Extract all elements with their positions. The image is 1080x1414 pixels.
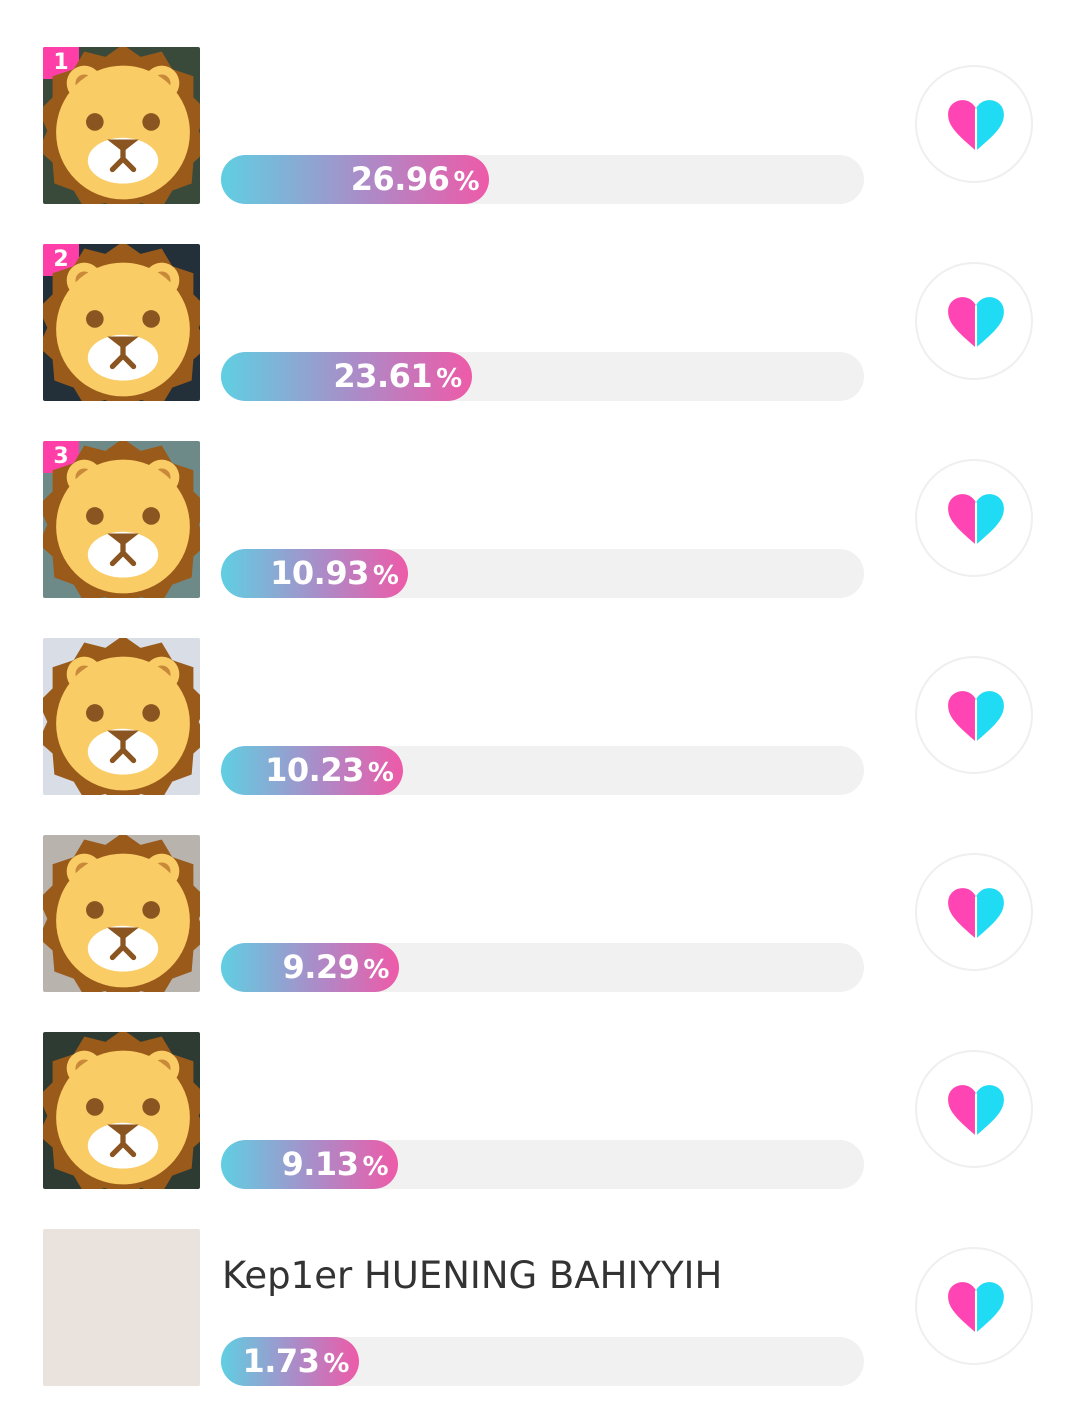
percent-symbol: % <box>436 364 462 394</box>
vote-percentage: 9.29% <box>282 943 389 995</box>
heart-icon <box>948 1282 1004 1333</box>
percent-symbol: % <box>372 561 399 591</box>
vote-heart-button[interactable] <box>915 1247 1033 1365</box>
lion-face-icon <box>43 638 200 795</box>
ranking-row: 3 10.93% <box>0 394 1080 598</box>
vote-percentage: 10.23% <box>265 746 394 798</box>
percent-value: 26.96 <box>350 160 450 198</box>
vote-progress-track: 1.73% <box>221 1337 864 1386</box>
percent-symbol: % <box>453 167 479 197</box>
idol-photo[interactable]: 2 <box>43 244 200 401</box>
percent-value: 10.93 <box>270 554 369 592</box>
percent-symbol: % <box>362 1152 389 1182</box>
percent-value: 1.73 <box>242 1342 320 1380</box>
vote-progress-track: 26.96% <box>221 155 864 204</box>
idol-photo[interactable] <box>43 1229 200 1386</box>
lion-face-icon <box>43 1032 200 1189</box>
vote-progress-track: 9.13% <box>221 1140 864 1189</box>
lion-face-icon <box>43 835 200 992</box>
vote-heart-button[interactable] <box>915 262 1033 380</box>
ranking-row: 1 26.96% <box>0 0 1080 204</box>
idol-photo[interactable] <box>43 638 200 795</box>
percent-value: 9.13 <box>281 1145 359 1183</box>
idol-name: Kep1er HUENING BAHIYYIH <box>222 1254 723 1297</box>
vote-progress-track: 10.23% <box>221 746 864 795</box>
vote-percentage: 10.93% <box>270 549 399 601</box>
vote-percentage: 9.13% <box>282 1140 389 1192</box>
vote-progress-track: 10.93% <box>221 549 864 598</box>
heart-icon <box>948 494 1004 545</box>
vote-progress-fill: 10.93% <box>221 549 409 601</box>
vote-percentage: 1.73% <box>242 1337 349 1389</box>
lion-face-icon <box>43 244 200 401</box>
idol-photo[interactable] <box>43 835 200 992</box>
ranking-row: Kep1er HUENING BAHIYYIH 1.73% <box>0 1182 1080 1386</box>
percent-symbol: % <box>323 1349 349 1379</box>
percent-symbol: % <box>367 758 394 788</box>
idol-photo[interactable]: 1 <box>43 47 200 204</box>
lion-face-icon <box>43 47 200 204</box>
percent-symbol: % <box>363 955 389 985</box>
heart-icon <box>948 1085 1004 1136</box>
vote-heart-button[interactable] <box>915 656 1033 774</box>
vote-heart-button[interactable] <box>915 65 1033 183</box>
vote-progress-track: 9.29% <box>221 943 864 992</box>
heart-icon <box>948 100 1004 151</box>
ranking-row: 2 23.61% <box>0 197 1080 401</box>
ranking-row: 9.13% <box>0 985 1080 1189</box>
heart-icon <box>948 297 1004 348</box>
vote-progress-fill: 26.96% <box>221 155 489 204</box>
vote-progress-fill: 10.23% <box>221 746 404 798</box>
vote-progress-fill: 23.61% <box>221 352 472 401</box>
ranking-row: 10.23% <box>0 591 1080 795</box>
photo-background <box>43 1229 200 1386</box>
idol-photo[interactable]: 3 <box>43 441 200 598</box>
percent-value: 23.61 <box>333 357 433 395</box>
vote-progress-fill: 9.13% <box>221 1140 399 1192</box>
vote-heart-button[interactable] <box>915 459 1033 577</box>
percent-value: 9.29 <box>282 948 360 986</box>
vote-percentage: 23.61% <box>333 352 462 404</box>
percent-value: 10.23 <box>265 751 364 789</box>
vote-progress-track: 23.61% <box>221 352 864 401</box>
idol-photo[interactable] <box>43 1032 200 1189</box>
heart-icon <box>948 691 1004 742</box>
heart-icon <box>948 888 1004 939</box>
lion-face-icon <box>43 441 200 598</box>
vote-heart-button[interactable] <box>915 853 1033 971</box>
vote-progress-fill: 1.73% <box>221 1337 359 1386</box>
vote-percentage: 26.96% <box>350 155 480 207</box>
ranking-row: 9.29% <box>0 788 1080 992</box>
vote-progress-fill: 9.29% <box>221 943 399 992</box>
vote-heart-button[interactable] <box>915 1050 1033 1168</box>
